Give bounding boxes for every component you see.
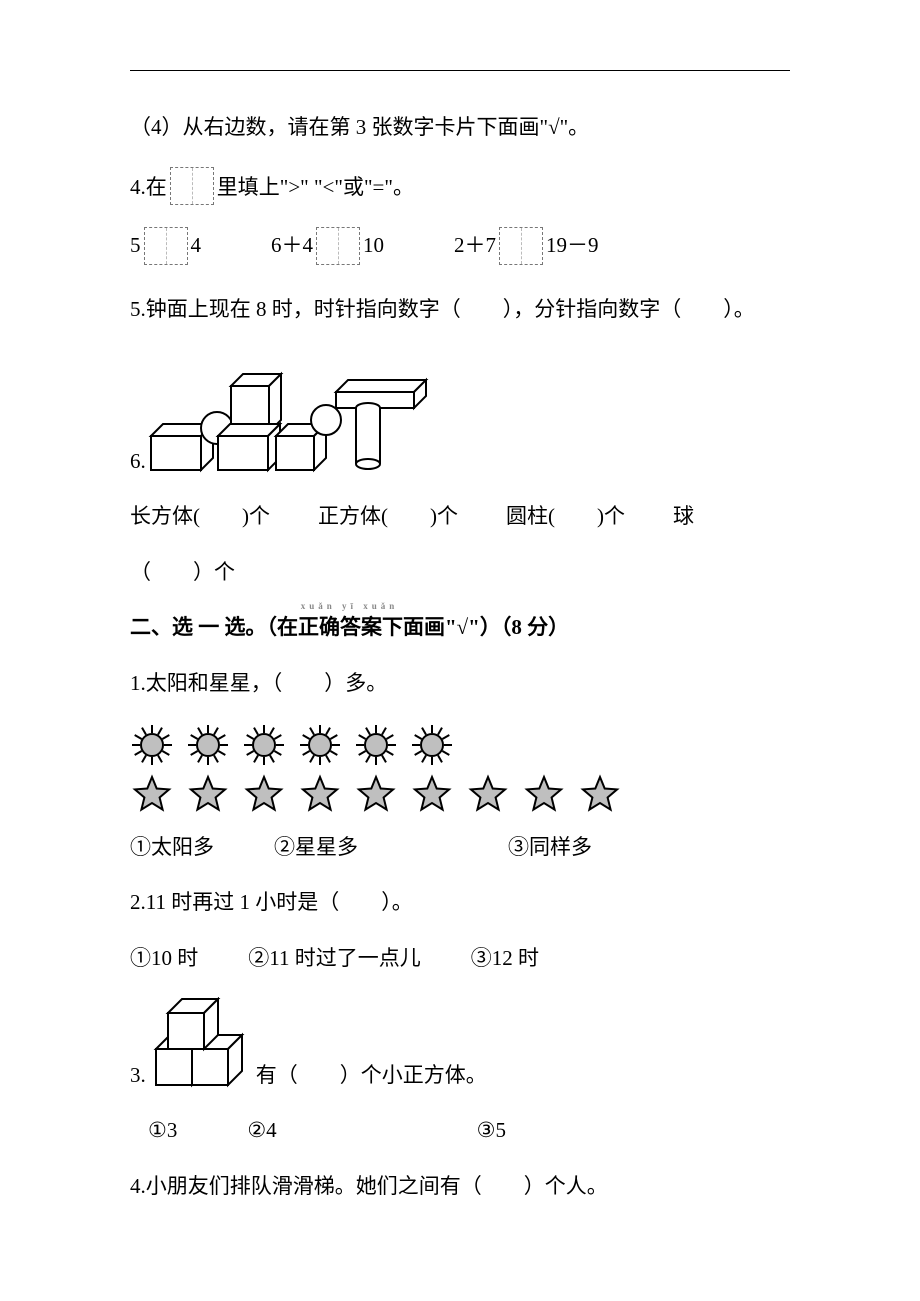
star-icon [354,773,398,817]
q4-c-right: 19－9 [546,229,599,263]
s2-q4: 4.小朋友们排队滑滑梯。她们之间有（ ）个人。 [130,1170,790,1204]
q4-prefix: 4.在 [130,171,167,205]
s2-q3-opt-b: ②4 [247,1114,276,1148]
star-icon [130,773,174,817]
s2-q3-suffix: 有（ ）个小正方体。 [256,1059,487,1093]
solids-figure-icon [146,344,436,474]
q6-sphere-prefix: 球 [673,500,694,534]
star-icon [410,773,454,817]
star-icon [522,773,566,817]
star-icon [298,773,342,817]
s2-q2: 2.11 时再过 1 小时是（ ）。 [130,886,790,920]
q4-stem: 4.在 里填上">" "<"或"="。 [130,167,790,205]
top-rule [130,70,790,71]
q4-suffix: 里填上">" "<"或"="。 [217,171,414,205]
blank-box-icon [316,227,360,265]
s2-q1-opt-b: ②星星多 [274,831,358,865]
blank-box-icon [170,167,214,205]
star-icon [242,773,286,817]
q4-expr-c: 2＋7 19－9 [454,227,599,265]
section2-pinyin: xuǎn yī xuǎn [130,599,569,613]
s2-q3-opt-a: ①3 [148,1114,177,1148]
s2-q3-options: ①3 ②4 ③5 [130,1114,790,1148]
q5: 5.钟面上现在 8 时，时针指向数字（ ），分针指向数字（ ）。 [130,293,790,327]
q6-cylinder: 圆柱( )个 [506,500,625,534]
q4-a-left: 5 [130,229,141,263]
s2-q2-opt-b: ②11 时过了一点儿 [248,942,420,976]
star-icon [186,773,230,817]
q4-expr-b: 6＋4 10 [271,227,384,265]
blank-box-icon [499,227,543,265]
star-icon [466,773,510,817]
q6-sphere-suffix: （ ）个 [130,556,790,590]
s2-q1-options: ①太阳多 ②星星多 ③同样多 [130,831,790,865]
sun-icon [410,723,454,767]
q6-row: 6. [130,344,790,478]
sun-icon [186,723,230,767]
q6-cube: 正方体( )个 [318,500,458,534]
sun-icon [130,723,174,767]
star-icon [578,773,622,817]
cubes-figure-icon [146,997,256,1092]
s2-q1: 1.太阳和星星，（ ）多。 [130,667,790,701]
s2-q3-row: 3. 有（ ）个小正方体。 [130,997,790,1092]
q6-counts: 长方体( )个 正方体( )个 圆柱( )个 球 [130,500,790,534]
section2-title-text: 二、选 一 选。（在正确答案下面画"√"）（8 分） [130,615,569,639]
sun-icon [242,723,286,767]
q4-c-left: 2＋7 [454,229,496,263]
blank-box-icon [144,227,188,265]
q6-cuboid: 长方体( )个 [130,500,270,534]
q6-prefix: 6. [130,445,146,479]
s2-q3-prefix: 3. [130,1059,146,1093]
q4-expressions: 5 4 6＋4 10 2＋7 19－9 [130,227,790,265]
s2-q2-opt-a: ①10 时 [130,942,198,976]
q4-a-right: 4 [191,229,202,263]
s2-q1-opt-c: ③同样多 [508,831,592,865]
section2-title: xuǎn yī xuǎn 二、选 一 选。（在正确答案下面画"√"）（8 分） [130,611,790,645]
s2-q3-opt-c: ③5 [477,1114,506,1148]
sun-icon [354,723,398,767]
suns-row [130,723,790,767]
sun-icon [298,723,342,767]
s2-q2-options: ①10 时 ②11 时过了一点儿 ③12 时 [130,942,790,976]
q4-b-left: 6＋4 [271,229,313,263]
s2-q1-opt-a: ①太阳多 [130,831,214,865]
q-sub4: （4）从右边数，请在第 3 张数字卡片下面画"√"。 [130,111,790,145]
q4-b-right: 10 [363,229,384,263]
stars-row [130,773,790,817]
s2-q2-opt-c: ③12 时 [471,942,539,976]
q4-expr-a: 5 4 [130,227,201,265]
